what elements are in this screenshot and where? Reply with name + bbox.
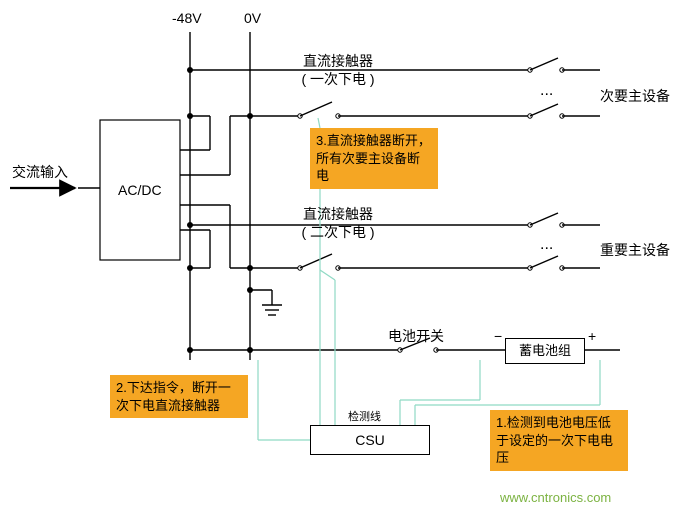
primary-contactor-l1: 直流接触器 <box>303 53 373 69</box>
primary-contactor-l2: ( 一次下电 ) <box>301 71 374 87</box>
callout-2: 2.下达指令，断开一次下电直流接触器 <box>110 375 248 418</box>
callout-3: 3.直流接触器断开，所有次要主设备断电 <box>310 128 438 189</box>
watermark: www.cntronics.com <box>500 490 611 505</box>
primary-contactor-label: 直流接触器 ( 一次下电 ) <box>278 52 398 88</box>
battery-switch-label: 电池开关 <box>388 326 444 346</box>
callout-1: 1.检测到电池电压低于设定的一次下电电压 <box>490 410 628 471</box>
battery-neg: − <box>494 328 502 344</box>
ellipsis-2: ... <box>540 236 553 254</box>
csu-label: CSU <box>355 432 385 448</box>
battery-box: 蓄电池组 <box>505 338 585 364</box>
ellipsis-1: ... <box>540 82 553 100</box>
zero-v-label: 0V <box>244 10 261 26</box>
acdc-label: AC/DC <box>118 182 162 198</box>
neg48v-label: -48V <box>172 10 202 26</box>
csu-box: CSU <box>310 425 430 455</box>
important-equip-label: 重要主设备 <box>600 240 670 260</box>
ac-input-label: 交流输入 <box>12 162 68 182</box>
battery-pos: + <box>588 328 596 344</box>
secondary-equip-label: 次要主设备 <box>600 86 670 106</box>
secondary-contactor-label: 直流接触器 ( 二次下电 ) <box>278 205 398 241</box>
secondary-contactor-l2: ( 二次下电 ) <box>301 224 374 240</box>
sense-line-label: 检测线 <box>348 408 381 424</box>
battery-pack-label: 蓄电池组 <box>519 343 571 358</box>
secondary-contactor-l1: 直流接触器 <box>303 206 373 222</box>
